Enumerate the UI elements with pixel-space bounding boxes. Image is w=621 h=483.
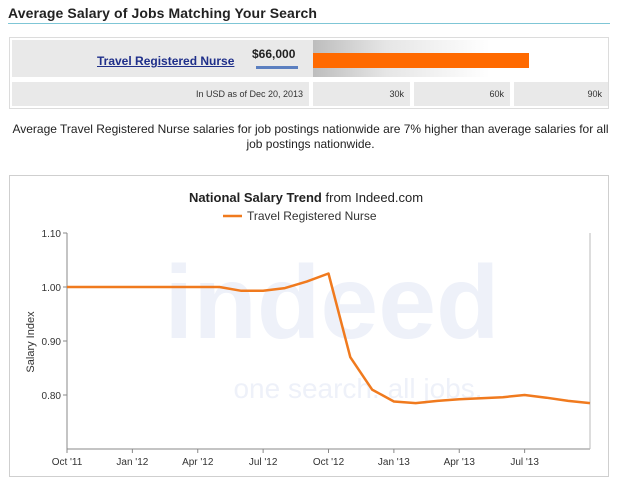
chart-title-rest: from Indeed.com bbox=[326, 190, 424, 205]
currency-note: In USD as of Dec 20, 2013 bbox=[12, 82, 309, 106]
watermark-logo: indeed bbox=[164, 245, 499, 361]
legend-label: Travel Registered Nurse bbox=[247, 209, 377, 223]
watermark-tagline: one search. all jobs. bbox=[233, 373, 482, 404]
plot-area: 1.10 1.00 0.90 0.80 Oct '11 Jan '12 Apr '12 Jul… bbox=[42, 229, 591, 468]
y-axis-title: Salary Index bbox=[25, 311, 37, 373]
salary-trend-chart: indeed one search. all jobs. National Sa… bbox=[9, 175, 609, 477]
job-title-link[interactable]: Travel Registered Nurse bbox=[97, 54, 235, 68]
x-tick-label: Jul '13 bbox=[510, 457, 539, 468]
chart-title-bold: National Salary Trend bbox=[189, 190, 322, 205]
chart-svg: indeed one search. all jobs. National Sa… bbox=[25, 190, 591, 468]
salary-panel: Travel Registered Nurse $66,000 In USD a… bbox=[9, 37, 609, 109]
x-tick-label: Apr '12 bbox=[182, 457, 214, 468]
x-tick-label: Oct '12 bbox=[313, 457, 345, 468]
y-tick-label: 1.00 bbox=[42, 283, 62, 294]
salary-scale-row: In USD as of Dec 20, 2013 30k 60k 90k bbox=[12, 82, 608, 106]
y-tick-label: 0.80 bbox=[42, 391, 62, 402]
x-tick-label: Jul '12 bbox=[249, 457, 278, 468]
x-tick-label: Jan '12 bbox=[116, 457, 148, 468]
salary-value-underline bbox=[256, 66, 298, 69]
salary-row: Travel Registered Nurse $66,000 bbox=[12, 40, 608, 77]
salary-description: Average Travel Registered Nurse salaries… bbox=[12, 122, 609, 151]
salary-bar-track bbox=[313, 40, 608, 77]
x-tick-label: Oct '11 bbox=[52, 457, 83, 468]
x-tick-label: Jan '13 bbox=[378, 457, 410, 468]
section-title: Average Salary of Jobs Matching Your Sea… bbox=[8, 5, 318, 21]
scale-label-60k: 60k bbox=[414, 82, 510, 106]
y-tick-label: 1.10 bbox=[42, 229, 62, 240]
scale-label-30k: 30k bbox=[313, 82, 410, 106]
chart-title: National Salary Trend from Indeed.com bbox=[189, 190, 423, 205]
salary-value: $66,000 bbox=[252, 47, 296, 61]
salary-bar bbox=[313, 53, 529, 68]
y-tick-label: 0.90 bbox=[42, 337, 62, 348]
series-line bbox=[67, 272, 591, 405]
x-tick-label: Apr '13 bbox=[444, 457, 476, 468]
section-header: Average Salary of Jobs Matching Your Sea… bbox=[8, 4, 610, 24]
scale-label-90k: 90k bbox=[514, 82, 608, 106]
